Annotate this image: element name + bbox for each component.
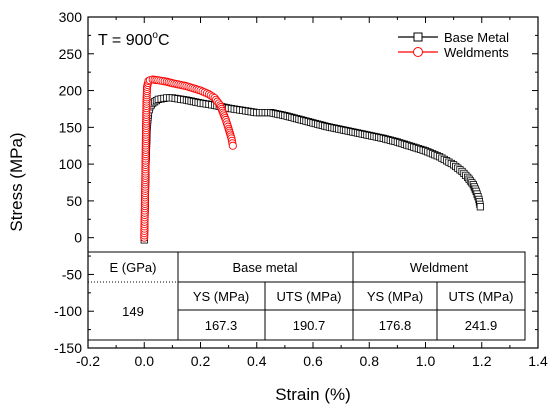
series-layer (140, 75, 484, 244)
legend-label-weldments: Weldments (444, 45, 509, 60)
y-tick-label: 100 (59, 156, 83, 172)
properties-table (87, 251, 526, 341)
x-tick-label: 0.4 (247, 353, 267, 369)
table-sub-ys-weld: YS (MPa) (367, 289, 423, 304)
table-base-uts: 190.7 (293, 318, 326, 333)
x-tick-label: 1.4 (528, 353, 548, 369)
series-weldments (140, 75, 237, 242)
x-tick-label: -0.2 (76, 353, 100, 369)
legend-label-base-metal: Base Metal (444, 30, 509, 45)
x-tick-label: 1.2 (472, 353, 492, 369)
y-tick-label: 300 (59, 9, 83, 25)
y-tick-label: -50 (62, 266, 82, 282)
table-sub-ys-base: YS (MPa) (193, 289, 249, 304)
x-tick-label: 0.8 (360, 353, 380, 369)
y-tick-label: 50 (66, 193, 82, 209)
table-sub-uts-base: UTS (MPa) (277, 289, 342, 304)
y-tick-label: 0 (74, 230, 82, 246)
table-header-e: E (GPa) (110, 260, 157, 275)
x-tick-label: 1.0 (416, 353, 436, 369)
y-tick-label: -150 (54, 340, 82, 356)
table-sub-uts-weld: UTS (MPa) (449, 289, 514, 304)
table-header-weld: Weldment (410, 260, 469, 275)
y-tick-label: 250 (59, 46, 83, 62)
x-axis-label: Strain (%) (275, 385, 351, 404)
y-axis-ticks: -150 -100 -50 0 50 100 150 200 250 300 (54, 9, 538, 356)
x-tick-label: 0.2 (191, 353, 211, 369)
table-base-ys: 167.3 (205, 318, 238, 333)
y-tick-label: 200 (59, 83, 83, 99)
y-axis-label: Stress (MPa) (7, 132, 26, 231)
annotation-degree: o (152, 30, 158, 41)
data-point (476, 203, 484, 211)
table-e-value: 149 (122, 304, 144, 319)
legend-marker-circle (413, 47, 423, 57)
table-weld-ys: 176.8 (379, 318, 412, 333)
table-border (87, 251, 526, 341)
table-text: E (GPa) Base metal Weldment YS (MPa) UTS… (110, 260, 514, 333)
temperature-annotation: T = 900oC (98, 30, 170, 49)
series-base-metal (140, 94, 484, 244)
annotation-unit: C (158, 32, 170, 49)
legend-entry-base-metal: Base Metal (398, 30, 509, 45)
table-header-base: Base metal (232, 260, 297, 275)
x-axis-ticks: -0.2 0.0 0.2 0.4 0.6 0.8 1.0 1.2 1.4 (76, 17, 548, 369)
annotation-main: T = 900 (98, 32, 153, 49)
y-tick-label: 150 (59, 119, 83, 135)
data-point (228, 141, 237, 150)
table-weld-uts: 241.9 (465, 318, 498, 333)
y-tick-label: -100 (54, 303, 82, 319)
legend-marker-square (413, 32, 423, 42)
x-tick-label: 0.0 (135, 353, 155, 369)
x-tick-label: 0.6 (303, 353, 323, 369)
legend: Base Metal Weldments (398, 30, 509, 60)
legend-entry-weldments: Weldments (398, 45, 509, 60)
